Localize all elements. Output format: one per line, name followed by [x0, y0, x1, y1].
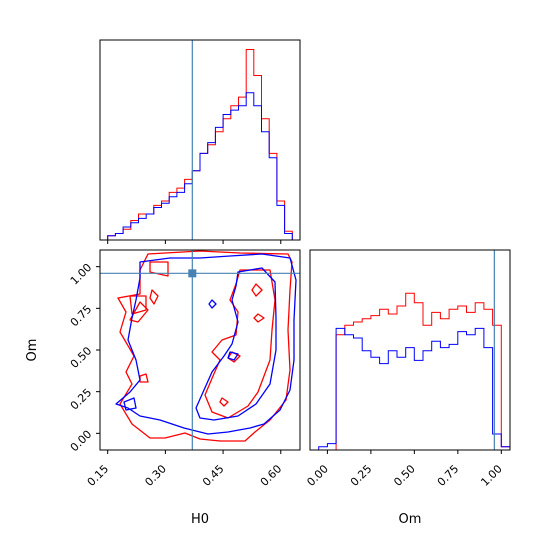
joint-truth-marker	[188, 269, 197, 278]
contour-red-island-4	[251, 283, 263, 297]
om-histogram-blue-series	[310, 327, 511, 451]
contour-red-island-3	[149, 261, 169, 277]
h0-histogram-panel	[99, 39, 301, 244]
contour-blue-outer	[115, 253, 297, 435]
om-histogram-red-series	[310, 292, 511, 451]
x-axis-title-om: Om	[399, 512, 422, 527]
h0-histogram-blue-series	[107, 92, 293, 240]
contour-red-inner	[204, 269, 276, 419]
y-axis-title-om: Om	[25, 339, 40, 362]
contour-red-island-8	[149, 289, 159, 305]
contour-blue-island-1	[208, 299, 217, 309]
contour-blue-inner	[195, 267, 277, 421]
contour-red-island-1	[129, 295, 147, 315]
h0-histogram-frame	[99, 39, 301, 241]
om-histogram-panel: 0.00 0.25 0.50 0.75 1.00	[304, 249, 511, 489]
contour-red-island-5	[253, 313, 265, 323]
om-histogram-frame	[309, 249, 511, 451]
joint-frame	[99, 249, 301, 451]
x-axis-title-h0: H0	[191, 512, 209, 527]
h0-histogram-ticks	[107, 240, 282, 244]
contour-blue-island-2	[227, 351, 239, 361]
contour-blue-island-3	[123, 397, 137, 411]
contour-red-island-6	[219, 397, 229, 407]
